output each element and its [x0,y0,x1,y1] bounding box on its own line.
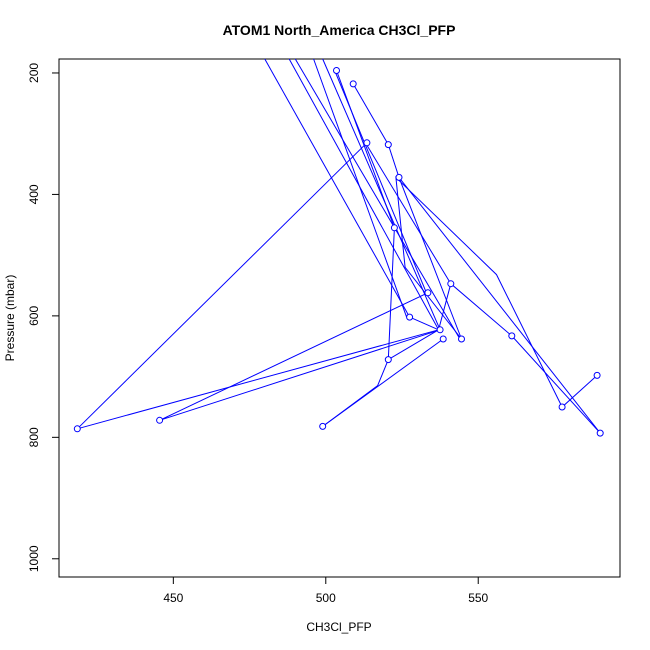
y-axis-label: Pressure (mbar) [3,275,17,362]
data-point [424,289,432,297]
data-point [384,141,392,149]
data-point [390,224,398,232]
data-point [363,139,371,147]
chart-title: ATOM1 North_America CH3Cl_PFP [223,22,456,38]
plot-points [73,67,604,437]
data-point [73,425,81,433]
data-point [319,422,327,430]
series-line-segment [288,58,440,331]
series-line-segment [322,338,444,427]
y-tick-label: 800 [27,427,41,447]
data-point [458,335,465,343]
data-point [439,335,447,343]
data-point [436,326,444,334]
data-point [406,313,414,321]
series-line-segment [438,282,601,434]
series-line-segment [322,58,441,330]
x-tick-label: 550 [468,591,488,605]
data-point [333,67,340,74]
x-tick-label: 450 [163,591,183,605]
data-point [384,356,392,364]
series-line-segment [264,58,411,318]
series-line-segment [313,58,408,318]
series-line-segment [409,316,439,331]
data-point [508,332,516,340]
data-point [395,173,403,181]
y-tick-label: 600 [27,306,41,326]
x-axis: 450 500 550 [163,577,489,605]
plot-lines [76,58,601,434]
series-line-segment [294,58,461,340]
plot-frame [58,58,621,578]
series-line-segment [76,142,368,430]
y-tick-label: 1000 [27,545,41,572]
series-line-segment [364,142,452,284]
y-tick-label: 400 [27,184,41,204]
y-tick-label: 200 [27,63,41,83]
series-line-segment [77,329,439,430]
data-point [156,416,164,424]
x-tick-label: 500 [316,591,336,605]
x-axis-label: CH3Cl_PFP [306,620,371,634]
data-point [349,80,357,88]
y-axis: 200 400 600 800 1000 [27,63,59,572]
data-point [558,403,566,411]
series-line-segment [352,83,598,408]
series-line-segment [398,177,601,434]
data-point [596,429,604,437]
series-line-segment [159,292,441,421]
data-point [447,280,455,288]
data-point [593,371,601,379]
